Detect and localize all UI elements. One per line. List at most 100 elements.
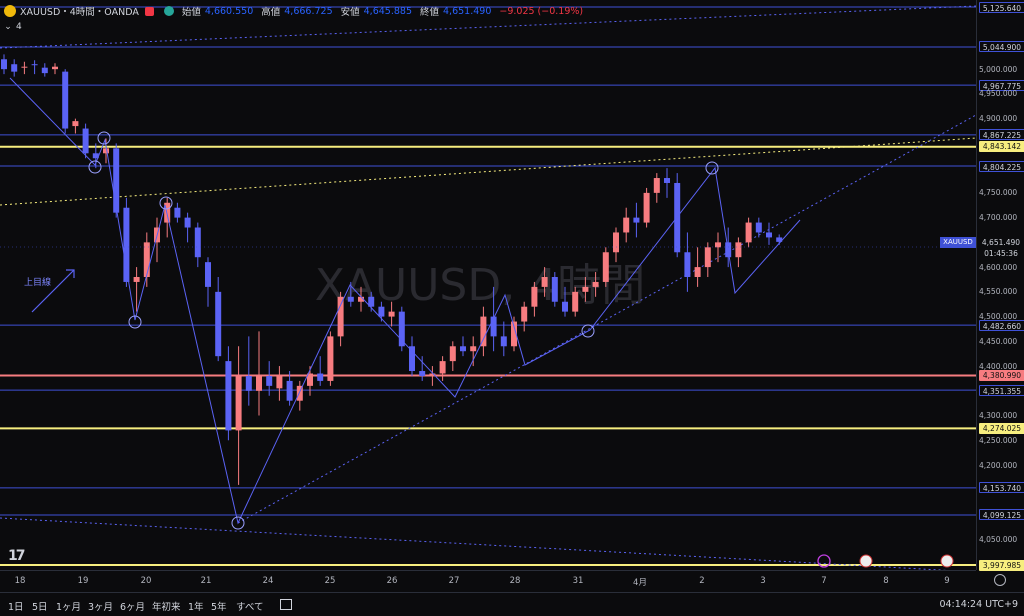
candle-body[interactable] bbox=[72, 121, 79, 127]
symbol-title[interactable]: XAUUSD・4時間・OANDA bbox=[20, 7, 139, 18]
candle-body[interactable] bbox=[31, 64, 38, 66]
range-button[interactable]: 1年 bbox=[188, 602, 204, 613]
candle-body[interactable] bbox=[327, 336, 334, 381]
candle-body[interactable] bbox=[194, 227, 201, 258]
swing-circle[interactable] bbox=[705, 161, 719, 175]
price-line-label[interactable]: 4,153.740 bbox=[979, 482, 1024, 494]
candle-body[interactable] bbox=[266, 375, 273, 386]
candle-body[interactable] bbox=[704, 247, 711, 268]
zigzag-line[interactable] bbox=[9, 77, 801, 525]
candle-body[interactable] bbox=[664, 178, 670, 183]
candle-body[interactable] bbox=[82, 128, 89, 154]
chart-area[interactable]: XAUUSD, 4時間 上目線 XAUUSD・4時間・OANDA 始値 4 bbox=[0, 0, 976, 570]
candle-body[interactable] bbox=[776, 237, 783, 242]
candle-body[interactable] bbox=[755, 222, 762, 233]
candle-body[interactable] bbox=[113, 148, 120, 213]
candle-body[interactable] bbox=[378, 306, 385, 317]
candle-body[interactable] bbox=[296, 385, 303, 401]
range-button[interactable]: すべて bbox=[236, 602, 264, 613]
candle-body[interactable] bbox=[470, 346, 477, 352]
price-line-label[interactable]: 4,804.225 bbox=[979, 160, 1024, 172]
swing-circle[interactable] bbox=[581, 324, 595, 338]
indicator-toggle[interactable]: ⌄ 4 bbox=[4, 22, 22, 32]
candle-body[interactable] bbox=[480, 316, 487, 347]
candle-body[interactable] bbox=[439, 361, 446, 374]
candle-body[interactable] bbox=[286, 380, 293, 401]
range-button[interactable]: 1ヶ月 bbox=[56, 602, 82, 613]
candle-body[interactable] bbox=[368, 296, 375, 307]
us-flag-event-icon[interactable] bbox=[859, 554, 873, 568]
candle-body[interactable] bbox=[358, 296, 364, 302]
range-button[interactable]: 年初来 bbox=[152, 602, 181, 613]
range-button[interactable]: 6ヶ月 bbox=[120, 602, 146, 613]
candle-body[interactable] bbox=[602, 252, 609, 282]
candle-body[interactable] bbox=[643, 192, 650, 223]
candle-body[interactable] bbox=[490, 316, 497, 337]
range-button[interactable]: 5日 bbox=[32, 602, 48, 613]
candle-body[interactable] bbox=[429, 373, 436, 376]
us-flag-event-icon[interactable] bbox=[940, 554, 954, 568]
range-button[interactable]: 3ヶ月 bbox=[88, 602, 114, 613]
candle-body[interactable] bbox=[398, 311, 405, 347]
price-line-label[interactable]: 4,843.142 bbox=[979, 141, 1024, 153]
price-line-label[interactable]: 4,967.775 bbox=[979, 79, 1024, 91]
swing-circle[interactable] bbox=[88, 160, 102, 174]
candle-body[interactable] bbox=[143, 242, 150, 278]
candle-body[interactable] bbox=[623, 217, 630, 233]
candle-body[interactable] bbox=[11, 64, 18, 72]
price-line-label[interactable]: 3,997.985 bbox=[979, 559, 1024, 571]
candle-body[interactable] bbox=[41, 67, 48, 74]
lightning-event-icon[interactable] bbox=[817, 554, 831, 568]
swing-circle[interactable] bbox=[97, 131, 111, 145]
candle-body[interactable] bbox=[684, 252, 691, 278]
candle-body[interactable] bbox=[521, 306, 528, 322]
price-line-label[interactable]: 5,044.900 bbox=[979, 41, 1024, 53]
candle-body[interactable] bbox=[215, 291, 222, 357]
swing-circle[interactable] bbox=[159, 196, 173, 210]
range-button[interactable]: 5年 bbox=[211, 602, 227, 613]
candle-body[interactable] bbox=[133, 277, 140, 282]
candle-body[interactable] bbox=[256, 375, 262, 391]
candle-body[interactable] bbox=[174, 207, 181, 218]
candle-body[interactable] bbox=[409, 346, 415, 372]
price-line-label[interactable]: 4,274.025 bbox=[979, 422, 1024, 434]
candle-body[interactable] bbox=[276, 375, 283, 389]
candle-body[interactable] bbox=[745, 222, 752, 243]
candle-body[interactable] bbox=[500, 336, 507, 347]
gear-icon[interactable] bbox=[994, 574, 1006, 586]
candle-body[interactable] bbox=[735, 242, 742, 258]
candle-body[interactable] bbox=[766, 232, 772, 238]
candle-body[interactable] bbox=[592, 281, 599, 287]
up-arrow[interactable] bbox=[31, 269, 75, 313]
candle-body[interactable] bbox=[1, 59, 7, 70]
calendar-icon[interactable] bbox=[280, 599, 292, 610]
candle-body[interactable] bbox=[337, 296, 344, 337]
candle-body[interactable] bbox=[245, 375, 252, 391]
candle-body[interactable] bbox=[613, 232, 619, 253]
candle-body[interactable] bbox=[205, 262, 211, 287]
time-axis[interactable]: 18 19 20 21 24 25 26 27 28 31 4月 2 3 7 8 9 bbox=[0, 570, 976, 593]
candle-body[interactable] bbox=[307, 373, 313, 386]
price-line-label[interactable]: 4,099.125 bbox=[979, 509, 1024, 521]
price-line-label[interactable]: 4,482.660 bbox=[979, 319, 1024, 331]
candle-body[interactable] bbox=[21, 66, 28, 68]
tradingview-logo-icon[interactable]: 17 bbox=[8, 548, 26, 564]
price-chart[interactable]: XAUUSD, 4時間 上目線 bbox=[0, 0, 976, 570]
candle-body[interactable] bbox=[511, 321, 517, 347]
candle-body[interactable] bbox=[541, 277, 548, 287]
candle-body[interactable] bbox=[715, 242, 721, 248]
candle-body[interactable] bbox=[449, 346, 456, 362]
price-line-label[interactable]: 4,380.990 bbox=[979, 369, 1024, 381]
candle-body[interactable] bbox=[347, 296, 354, 302]
candle-body[interactable] bbox=[582, 286, 589, 292]
candle-body[interactable] bbox=[531, 286, 538, 307]
candle-body[interactable] bbox=[653, 178, 660, 193]
candle-body[interactable] bbox=[225, 361, 232, 431]
candle-body[interactable] bbox=[388, 311, 395, 317]
annotation-text[interactable]: 上目線 bbox=[24, 276, 51, 288]
price-scale[interactable]: 5,125.640 5,044.900 4,967.775 4,867.225 4,84… bbox=[976, 0, 1024, 571]
visibility-icon[interactable] bbox=[163, 6, 174, 16]
candle-body[interactable] bbox=[103, 148, 109, 154]
candle-body[interactable] bbox=[235, 375, 242, 431]
chevron-down-icon[interactable]: ⌄ bbox=[4, 22, 12, 32]
